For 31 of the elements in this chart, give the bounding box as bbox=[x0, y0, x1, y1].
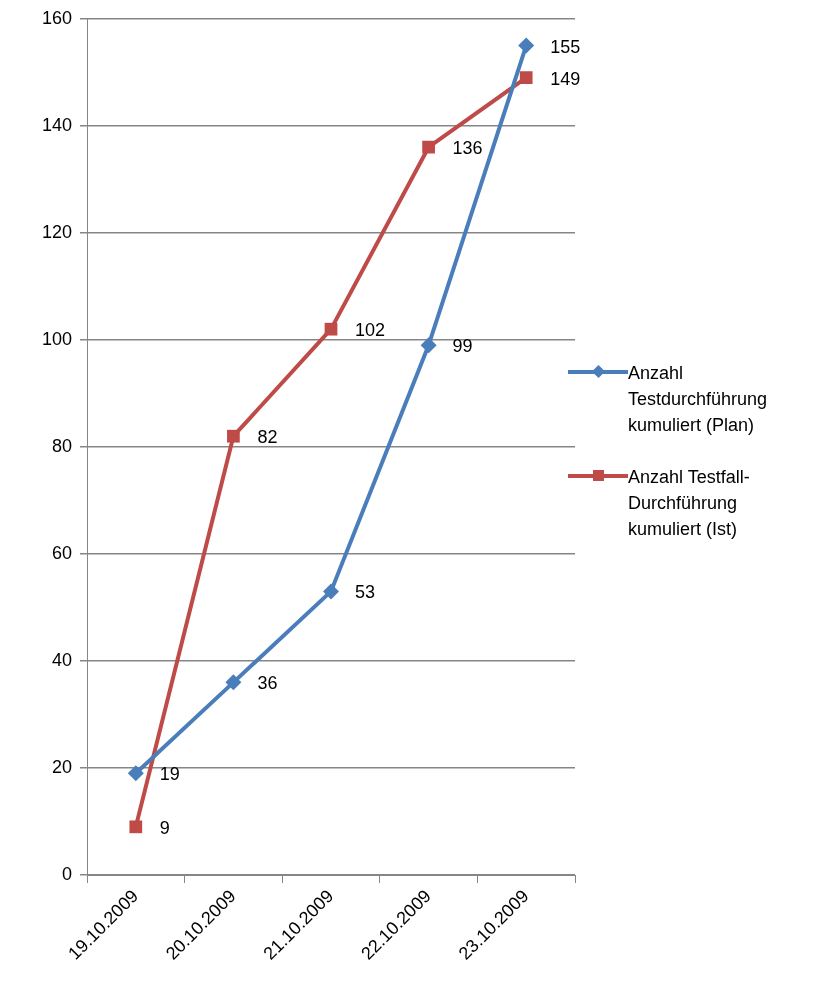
y-tick-label: 20 bbox=[51, 756, 72, 777]
point bbox=[324, 322, 338, 336]
legend-label: Anzahl Testdurchführung kumuliert (Plan) bbox=[628, 362, 769, 437]
y-tick-label: 100 bbox=[41, 328, 72, 349]
y-tick-label: 160 bbox=[41, 7, 72, 28]
y-tick-label: 40 bbox=[51, 649, 72, 670]
point bbox=[225, 674, 242, 691]
point bbox=[519, 71, 533, 85]
data-label: 9 bbox=[159, 817, 170, 838]
data-label: 136 bbox=[452, 138, 483, 159]
data-label: 99 bbox=[452, 336, 473, 357]
data-label: 149 bbox=[550, 68, 581, 89]
data-label: 155 bbox=[550, 36, 581, 57]
point bbox=[127, 765, 144, 782]
point bbox=[422, 140, 435, 154]
y-tick-label: 0 bbox=[61, 863, 72, 884]
y-tick-label: 60 bbox=[51, 542, 72, 563]
y-tick-label: 120 bbox=[41, 221, 72, 242]
point bbox=[323, 583, 339, 600]
y-tick-label: 140 bbox=[41, 114, 72, 135]
data-label: 19 bbox=[159, 764, 180, 785]
point bbox=[420, 337, 437, 354]
data-label: 82 bbox=[257, 427, 278, 448]
point bbox=[129, 820, 143, 834]
data-label: 36 bbox=[257, 673, 278, 694]
point bbox=[227, 429, 240, 443]
y-tick-label: 80 bbox=[51, 435, 72, 456]
legend-label: Anzahl Testfall-Durchführung kumuliert (Ist) bbox=[628, 466, 751, 541]
data-label: 102 bbox=[355, 320, 386, 341]
data-label: 53 bbox=[355, 582, 376, 603]
point bbox=[518, 37, 535, 54]
